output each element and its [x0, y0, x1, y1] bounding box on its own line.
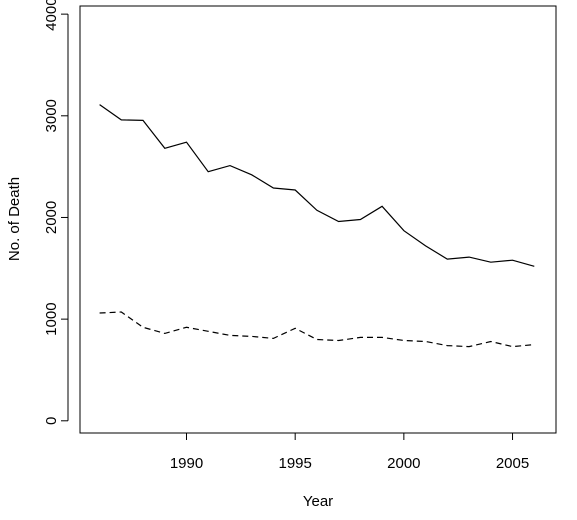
- plot-frame: [79, 5, 557, 434]
- x-axis-label: Year: [303, 493, 333, 510]
- x-tick-label: 2005: [496, 455, 529, 472]
- y-tick-label: 0: [43, 417, 60, 425]
- x-tick-label: 2000: [387, 455, 420, 472]
- x-tick-label: 1995: [278, 455, 311, 472]
- y-tick-label: 2000: [43, 201, 60, 234]
- series-layer: [99, 104, 535, 348]
- x-tick-label: 1990: [170, 455, 203, 472]
- y-tick-label: 4000: [43, 0, 60, 31]
- series-line-solid: [99, 104, 535, 267]
- x-axis: 1990 1995 2000 2005: [170, 433, 529, 472]
- y-axis: 0 1000 2000 3000 4000: [43, 0, 69, 425]
- y-axis-label: No. of Death: [6, 177, 23, 261]
- series-line-dashed: [99, 311, 535, 348]
- y-tick-label: 1000: [43, 302, 60, 335]
- y-tick-label: 3000: [43, 99, 60, 132]
